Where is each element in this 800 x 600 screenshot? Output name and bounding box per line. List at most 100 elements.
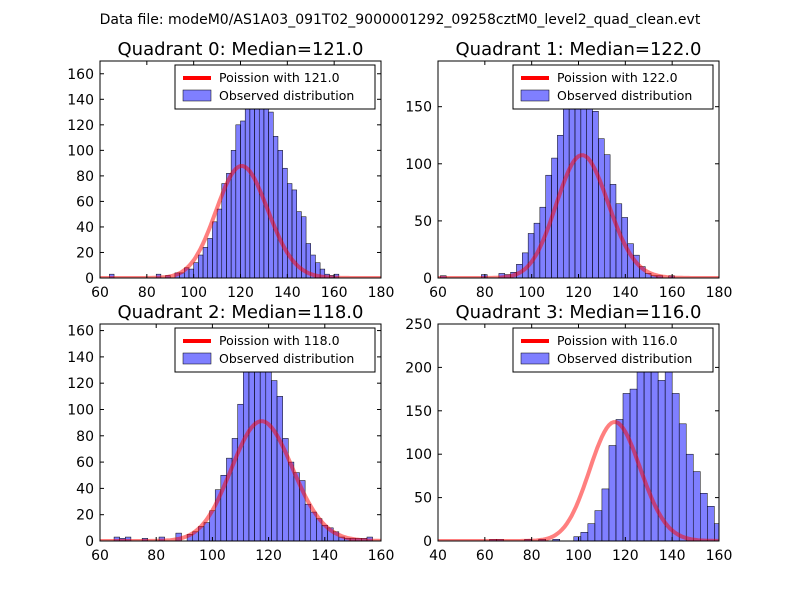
y-tick-label: 100	[67, 402, 94, 418]
subplot-title: Quadrant 1: Median=122.0	[456, 39, 702, 60]
histogram-bar	[304, 503, 312, 541]
histogram-bar	[594, 510, 603, 541]
histogram-bar	[271, 380, 278, 541]
histogram-bar	[249, 88, 255, 278]
histogram-bar	[527, 233, 535, 278]
histogram-bar	[237, 403, 244, 541]
histogram-bar	[685, 453, 694, 541]
x-tick-label: 60	[429, 285, 447, 301]
histogram-bar	[574, 83, 582, 278]
histogram-bar	[277, 150, 283, 278]
x-tick-label: 100	[199, 548, 226, 564]
y-tick-label: 100	[405, 157, 432, 173]
x-tick-label: 140	[274, 285, 301, 301]
axes-frame	[99, 323, 382, 542]
histogram-bar	[598, 138, 605, 278]
plot-area	[438, 332, 719, 541]
x-tick-label: 40	[429, 548, 447, 564]
subplot-2: 60 80 100 120 140 160 0 20 40 60 80 100 120 140 160 Qua…	[67, 302, 394, 564]
y-tick-label: 120	[67, 118, 94, 134]
poisson-curve	[438, 420, 719, 541]
subplot-title: Quadrant 2: Median=118.0	[118, 302, 364, 323]
y-tick-label: 0	[85, 271, 94, 287]
x-tick-label: 160	[321, 285, 348, 301]
histogram-bar	[636, 358, 645, 541]
legend-bars-swatch	[182, 89, 212, 102]
figure-suptitle: Data file: modeM0/AS1A03_091T02_90000012…	[100, 12, 701, 28]
histogram-bar	[580, 95, 587, 278]
histogram-bar	[568, 89, 576, 278]
histogram-bar	[678, 423, 687, 541]
y-tick-label: 0	[423, 534, 432, 550]
histogram-bar	[707, 506, 715, 541]
x-tick-label: 160	[368, 548, 395, 564]
histogram-bar	[226, 173, 232, 278]
y-tick-label: 160	[67, 67, 94, 83]
y-tick-label: 140	[67, 92, 94, 108]
histogram-bar	[207, 238, 213, 278]
histogram-bar	[643, 367, 652, 541]
histogram-bar	[235, 124, 241, 278]
x-tick-label: 120	[255, 548, 282, 564]
x-tick-label: 80	[523, 548, 541, 564]
x-tick-label: 80	[138, 285, 156, 301]
y-tick-label: 60	[76, 455, 94, 471]
y-tick-label: 80	[76, 169, 94, 185]
legend-curve-label: Poission with 118.0	[219, 333, 340, 348]
y-tick-label: 160	[67, 324, 94, 340]
histogram-bar	[202, 247, 208, 278]
x-tick-label: 60	[91, 285, 109, 301]
histogram-bar	[276, 396, 283, 541]
subplot-3: 40 60 80 100 120 140 160 0 50 100 150 200 250 Quadran…	[405, 302, 733, 564]
histogram-bar	[557, 134, 564, 278]
subplot-0: 60 80 100 120 140 160 180 0 20 40 60 80 100 120 140 160…	[67, 39, 394, 301]
legend: Poission with 116.0 Observed distribution	[512, 327, 714, 373]
y-tick-label: 100	[67, 143, 94, 159]
histogram-bar	[587, 523, 596, 541]
histogram-bar	[622, 393, 631, 541]
x-tick-label: 160	[706, 548, 733, 564]
legend-bars-label: Observed distribution	[557, 351, 692, 366]
histogram-bar	[615, 419, 624, 541]
subplot-title: Quadrant 3: Median=116.0	[456, 302, 702, 323]
x-tick-label: 60	[91, 548, 109, 564]
histogram-bar	[700, 493, 708, 541]
x-tick-label: 100	[565, 548, 592, 564]
x-tick-label: 180	[368, 285, 395, 301]
histogram-bar	[604, 154, 611, 278]
y-tick-label: 20	[76, 508, 94, 524]
legend-bars-label: Observed distribution	[219, 351, 354, 366]
histogram-bar	[608, 445, 617, 541]
y-tick-label: 50	[414, 491, 432, 507]
y-tick-label: 150	[405, 100, 432, 116]
histogram-bar	[287, 183, 293, 278]
y-tick-label: 150	[405, 404, 432, 420]
histogram-bar	[198, 254, 204, 278]
histogram-bar	[573, 536, 582, 541]
x-tick-label: 180	[706, 285, 733, 301]
y-tick-label: 0	[85, 534, 94, 550]
y-tick-label: 100	[405, 447, 432, 463]
legend-box	[174, 64, 376, 110]
histogram-bar	[265, 359, 272, 541]
x-tick-label: 120	[565, 285, 592, 301]
histogram-bar	[692, 471, 701, 541]
legend-bars-label: Observed distribution	[557, 88, 692, 103]
histogram-bar	[586, 97, 593, 278]
x-tick-label: 60	[476, 548, 494, 564]
legend-bars-label: Observed distribution	[219, 88, 354, 103]
histogram-bar	[609, 184, 617, 278]
subplot-1: 60 80 100 120 140 160 180 0 50 100 150 Quadrant 1: …	[405, 39, 732, 301]
legend-box	[512, 64, 714, 110]
x-tick-label: 100	[180, 285, 207, 301]
histogram-bar	[714, 523, 719, 541]
histogram-bar	[203, 522, 210, 541]
y-tick-label: 200	[405, 360, 432, 376]
histogram-bar	[629, 388, 638, 541]
legend: Poission with 121.0 Observed distribution	[174, 64, 376, 110]
histogram-bar	[212, 221, 218, 278]
histogram-bar	[263, 90, 269, 278]
legend-bars-swatch	[520, 89, 550, 102]
y-tick-label: 50	[414, 214, 432, 230]
x-tick-label: 140	[659, 548, 686, 564]
